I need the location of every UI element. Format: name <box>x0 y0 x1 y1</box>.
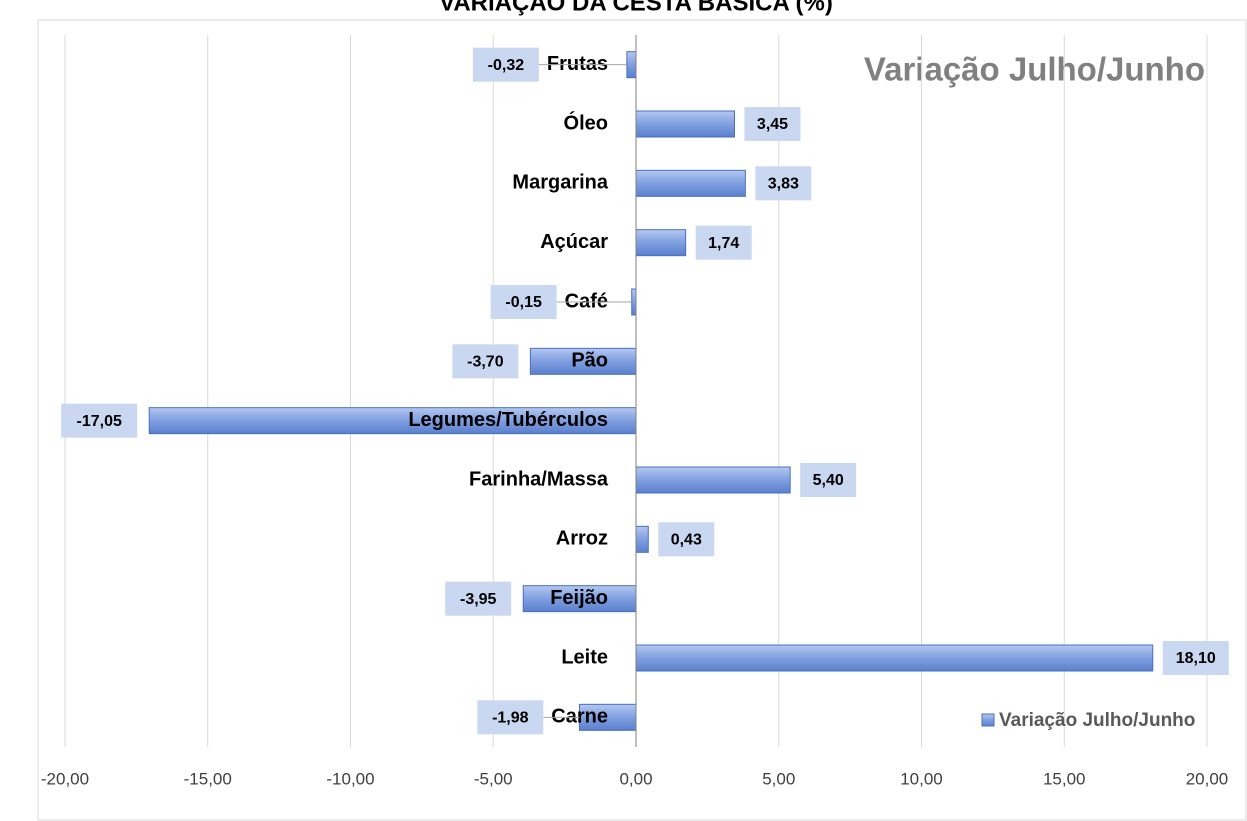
x-tick-label: -5,00 <box>474 769 513 788</box>
value-label-box <box>452 344 519 379</box>
bar <box>635 229 687 257</box>
x-tick-label: 15,00 <box>1043 769 1086 788</box>
bar <box>626 51 637 79</box>
bar <box>529 347 637 375</box>
value-label: -17,05 <box>77 413 122 430</box>
value-label-box <box>695 225 752 260</box>
x-tick-label: 0,00 <box>619 769 652 788</box>
bar <box>635 466 791 494</box>
value-label: 18,10 <box>1176 650 1216 667</box>
category-label: Legumes/Tubérculos <box>408 409 608 431</box>
value-label-box <box>61 403 138 438</box>
category-label: Pão <box>571 350 608 372</box>
value-label-box <box>490 285 557 319</box>
value-label-box <box>445 581 512 616</box>
category-label: Leite <box>561 646 608 668</box>
x-tick-label: -10,00 <box>326 769 374 788</box>
bar <box>631 288 637 316</box>
value-label-box <box>658 522 715 557</box>
x-tick-label: 20,00 <box>1186 769 1229 788</box>
value-label: -0,15 <box>505 294 542 311</box>
legend-label: Variação Julho/Junho <box>999 710 1195 731</box>
chart-annotation: Variação Julho/Junho <box>864 51 1205 88</box>
value-label-box <box>800 463 857 497</box>
value-label: 3,83 <box>768 176 799 193</box>
category-label: Carne <box>551 706 608 728</box>
value-label-box <box>1162 641 1229 675</box>
category-label: Açúcar <box>540 231 608 253</box>
category-label: Farinha/Massa <box>469 468 609 490</box>
value-label-box <box>744 107 801 141</box>
category-label: Café <box>565 290 608 312</box>
value-label: -1,98 <box>492 710 529 727</box>
value-label: -3,70 <box>467 354 504 371</box>
value-label: -3,95 <box>460 591 497 608</box>
x-tick-label: -20,00 <box>41 769 89 788</box>
value-label: 1,74 <box>708 235 739 252</box>
bar <box>635 110 735 138</box>
category-label: Frutas <box>547 53 608 75</box>
category-label: Margarina <box>512 172 608 194</box>
legend-swatch <box>981 713 995 727</box>
bar <box>148 407 637 435</box>
value-label-box <box>477 700 544 735</box>
bar <box>635 525 649 553</box>
chart-title: VARIAÇÃO DA CESTA BÁSICA (%) <box>439 0 833 16</box>
bar <box>522 585 637 613</box>
value-label: 5,40 <box>813 472 844 489</box>
category-label: Arroz <box>556 528 608 550</box>
bar <box>635 169 746 197</box>
x-tick-label: 10,00 <box>900 769 943 788</box>
x-tick-label: 5,00 <box>762 769 795 788</box>
value-label-box <box>755 166 812 201</box>
value-label: 3,45 <box>757 116 788 133</box>
category-label: Feijão <box>550 587 608 609</box>
x-tick-label: -15,00 <box>184 769 232 788</box>
value-label: 0,43 <box>671 532 702 549</box>
value-label-box <box>472 47 539 82</box>
bar <box>635 644 1154 672</box>
category-label: Óleo <box>564 110 608 134</box>
value-label: -0,32 <box>488 57 525 74</box>
